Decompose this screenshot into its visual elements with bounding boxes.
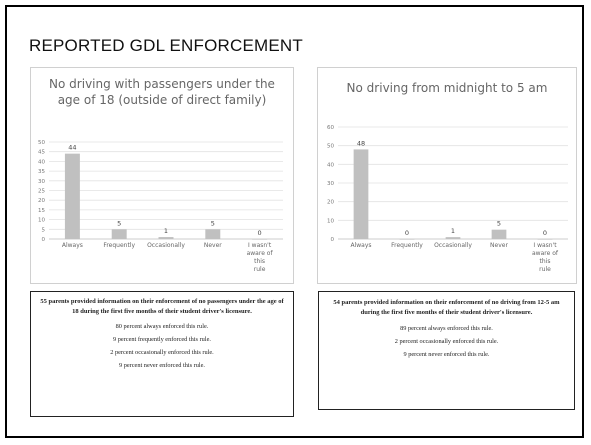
bar [64,153,80,239]
y-tick-label: 50 [327,144,334,150]
chart-passengers: 0510152025303540455044Always5Frequently1… [38,140,283,273]
category-label: I wasn't aware of this rule [532,242,559,273]
y-tick-label: 5 [42,227,46,233]
category-label: Frequently [103,242,135,249]
data-label: 44 [68,144,76,152]
summary-box-midnight: 54 parents provided information on their… [318,291,575,410]
data-label: 5 [497,220,501,228]
chart-title: No driving with passengers under the age… [49,77,275,107]
y-tick-label: 30 [327,181,334,187]
category-label: Never [204,242,222,249]
category-label: I wasn't aware of this rule [247,242,274,273]
category-label: Never [490,242,508,249]
data-label: 1 [164,227,168,235]
y-tick-label: 0 [331,237,335,243]
y-tick-label: 15 [38,208,45,214]
y-tick-label: 45 [38,150,45,156]
bar [205,229,221,239]
stat-line: 9 percent frequently enforced this rule. [113,336,211,343]
stat-line: 9 percent never enforced this rule. [403,351,490,358]
data-label: 48 [357,139,365,147]
y-tick-label: 40 [38,159,45,165]
y-tick-label: 20 [327,200,334,206]
data-label: 5 [117,219,121,227]
summary-text: 54 parents provided information on their… [333,299,560,316]
chart-midnight: 010203040506048Always0Frequently1Occasio… [327,125,568,273]
y-tick-label: 30 [38,179,45,185]
y-tick-label: 40 [327,162,334,168]
data-label: 0 [405,229,409,237]
category-label: Frequently [391,242,423,249]
y-tick-label: 0 [42,237,46,243]
y-tick-label: 35 [38,169,45,175]
y-tick-label: 10 [327,218,334,224]
y-tick-label: 20 [38,198,45,204]
data-label: 1 [451,227,455,235]
data-label: 0 [543,229,547,237]
bar [537,239,553,240]
bar [491,229,507,239]
bar [111,229,127,239]
chart-title: No driving from midnight to 5 am [346,81,548,95]
chart-panel-midnight: No driving from midnight to 5 am 0 10 20 30… [317,67,577,284]
y-tick-label: 10 [38,218,45,224]
bar [445,237,461,239]
bar [252,239,268,240]
category-label: Always [62,242,83,249]
data-label: 5 [211,219,215,227]
bar [399,239,415,240]
slide-title: REPORTED GDL ENFORCEMENT [29,36,303,55]
category-label: Always [350,242,371,249]
y-tick-label: 60 [327,125,334,131]
stat-line: 80 percent always enforced this rule. [115,323,209,330]
bar [353,149,369,239]
summary-box-passengers: 55 parents provided information on their… [30,291,294,417]
chart-panel-passengers: No driving with passengers under the age… [30,67,294,284]
y-tick-label: 25 [38,189,45,195]
summary-text: 55 parents provided information on their… [40,298,284,315]
bar [158,237,174,239]
category-label: Occasionally [434,242,472,249]
category-label: Occasionally [147,242,185,249]
y-tick-label: 50 [38,140,45,146]
data-label: 0 [258,229,262,237]
stat-line: 2 percent occasionally enforced this rul… [110,349,214,356]
stat-line: 2 percent occasionally enforced this rul… [394,338,499,345]
stat-line: 9 percent never enforced this rule. [118,362,206,369]
stat-line: 89 percent always enforced this rule. [400,325,493,332]
